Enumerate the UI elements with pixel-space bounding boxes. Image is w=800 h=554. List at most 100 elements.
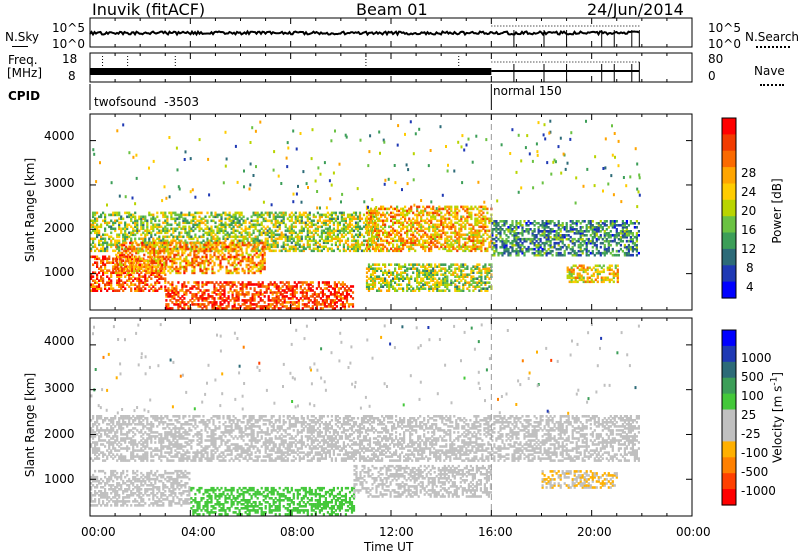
power-cell (175, 287, 178, 290)
power-cell (486, 281, 489, 284)
power-cell (261, 241, 264, 245)
power-cell (197, 305, 200, 308)
power-cell (167, 295, 170, 298)
power-cell (240, 233, 243, 237)
power-cell (264, 219, 267, 223)
power-cell (336, 245, 339, 249)
power-cell (384, 215, 387, 219)
power-cell (382, 263, 385, 266)
power-cell (301, 299, 304, 302)
power-cell (266, 231, 269, 235)
power-cell (339, 299, 342, 302)
power-cell (301, 295, 304, 298)
power-cell (138, 287, 141, 290)
power-cell (294, 243, 297, 247)
power-cell (519, 243, 522, 247)
power-cell (464, 223, 467, 227)
power-cell (418, 287, 421, 290)
power-cell (146, 243, 149, 247)
power-cell (422, 235, 425, 239)
power-cell (241, 299, 244, 302)
power-cell (181, 265, 184, 269)
power-cell (155, 243, 158, 247)
power-cell (119, 253, 122, 257)
power-cell (200, 241, 203, 245)
power-cell (186, 219, 189, 223)
power-cell (380, 269, 383, 272)
power-cell (406, 267, 409, 270)
power-cell (282, 243, 285, 247)
power-cell (129, 259, 132, 263)
power-cell (308, 235, 311, 239)
power-cell (237, 281, 240, 284)
power-cell (336, 247, 339, 251)
power-cell (116, 275, 119, 278)
power-cell (398, 263, 401, 266)
power-cell (245, 293, 248, 296)
power-cell (209, 257, 212, 261)
power-cell (386, 217, 389, 221)
power-cell (141, 247, 144, 251)
power-cell (188, 211, 191, 215)
power-cell (418, 239, 421, 243)
power-cell (260, 221, 263, 225)
power-cell (227, 305, 230, 308)
power-cell (434, 271, 437, 274)
power-cell (104, 233, 107, 237)
power-cell (410, 219, 413, 223)
power-cell (160, 277, 163, 280)
power-cell (509, 245, 512, 249)
power-cell (216, 227, 219, 231)
power-cell (549, 220, 552, 223)
power-cell (373, 269, 377, 272)
power-cell (325, 295, 328, 298)
power-cell (468, 239, 471, 243)
power-cell (484, 281, 487, 284)
power-cell (230, 215, 233, 219)
power-cell (224, 237, 227, 241)
power-cell (448, 265, 451, 268)
power-cell (424, 209, 427, 213)
power-cell (342, 229, 345, 233)
power-cell (258, 215, 261, 219)
power-cell (249, 287, 252, 290)
power-cell (390, 247, 393, 251)
power-cell (142, 225, 145, 229)
power-cell (130, 217, 133, 221)
power-cell (267, 287, 270, 290)
power-cell (178, 217, 181, 221)
power-cell (371, 247, 375, 251)
power-cell (131, 271, 134, 275)
power-cell (406, 227, 409, 231)
power-cell (123, 269, 126, 273)
power-cell (156, 237, 159, 241)
power-cell (412, 231, 415, 235)
power-cell (454, 225, 457, 229)
power-cell (197, 299, 200, 302)
power-cell (286, 239, 289, 243)
power-cell (181, 299, 184, 302)
power-cell (416, 287, 419, 290)
power-cell (190, 221, 193, 225)
power-cell (335, 297, 338, 300)
power-cell (183, 281, 186, 284)
power-cell (263, 245, 266, 249)
power-cell (188, 233, 191, 237)
power-cell (257, 291, 260, 294)
power-cell (365, 243, 369, 247)
power-cell (228, 223, 231, 227)
power-cell (271, 307, 274, 310)
power-cell (128, 231, 131, 235)
power-cell (482, 243, 485, 247)
power-cell (299, 281, 302, 284)
power-cell (274, 217, 277, 221)
power-cell (541, 247, 544, 251)
power-cell (276, 243, 279, 247)
power-cell (396, 277, 399, 280)
power-cell (468, 231, 471, 235)
power-cell (247, 267, 250, 271)
power-cell (203, 271, 206, 275)
power-cell (211, 307, 214, 310)
power-cell (265, 285, 268, 288)
power-cell (266, 243, 269, 247)
